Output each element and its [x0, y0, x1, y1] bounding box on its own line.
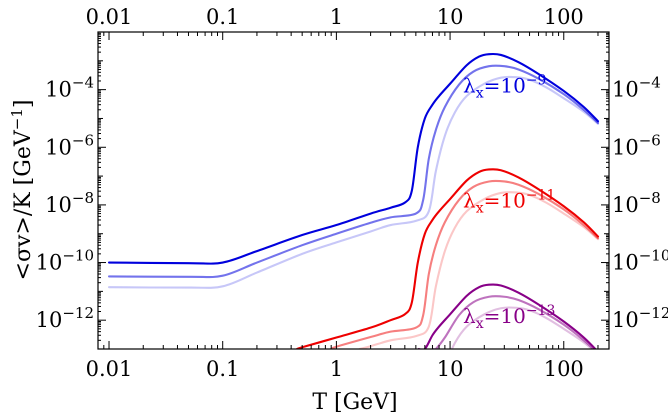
- series-line-9: [450, 306, 594, 349]
- series-line-5: [330, 179, 600, 349]
- series-line-7: [417, 283, 597, 349]
- x-tick-label: 0.01: [86, 357, 133, 381]
- series-line-8: [432, 295, 595, 349]
- series-line-4: [295, 168, 600, 349]
- series-line-3: [107, 75, 600, 289]
- series-line-2: [107, 64, 600, 279]
- series-line-1: [107, 52, 600, 265]
- x-tick-label-top: 1: [330, 5, 343, 29]
- x-tick-label: 100: [544, 357, 584, 381]
- y-tick-label: 10−6: [45, 131, 94, 159]
- x-tick-label: 1: [330, 357, 343, 381]
- y-tick-label-right: 10−12: [612, 304, 668, 332]
- series-line-6: [358, 191, 600, 349]
- y-tick-label: 10−12: [36, 304, 94, 332]
- x-tick-label: 10: [437, 357, 464, 381]
- y-tick-label-right: 10−4: [612, 74, 661, 102]
- y-tick-label-right: 10−6: [612, 131, 661, 159]
- curve-group: [107, 52, 600, 349]
- x-tick-label-top: 100: [544, 5, 584, 29]
- y-tick-label-right: 10−8: [612, 189, 661, 217]
- x-tick-label-top: 10: [437, 5, 464, 29]
- y-tick-label: 10−10: [36, 247, 94, 275]
- tick-group: 0.01 0.01 0.1 0.1 1 1 10 10 100 100 10−4 10−4 10−6 10…: [36, 5, 668, 381]
- x-axis-title: T [GeV]: [312, 390, 397, 415]
- annotation-label-2: λx=10−11: [463, 188, 555, 217]
- annotation-label-1: λx=10−9: [463, 72, 546, 101]
- y-tick-label: 10−8: [45, 189, 94, 217]
- y-axis-title: <σv>/K [GeV−1]: [8, 100, 36, 281]
- x-tick-label-top: 0.01: [86, 5, 133, 29]
- x-tick-label-top: 0.1: [206, 5, 239, 29]
- plot-frame: [97, 31, 610, 350]
- y-tick-label-right: 10−10: [612, 247, 668, 275]
- y-tick-label: 10−4: [45, 74, 94, 102]
- annotation-group: λx=10−9 λx=10−11 λx=10−13: [463, 72, 555, 332]
- x-tick-label: 0.1: [206, 357, 239, 381]
- annotation-label-3: λx=10−13: [463, 303, 555, 332]
